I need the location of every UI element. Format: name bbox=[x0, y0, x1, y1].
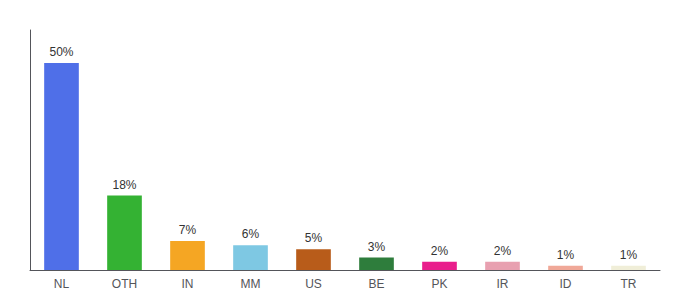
svg-text:7%: 7% bbox=[179, 223, 197, 237]
svg-text:NL: NL bbox=[54, 277, 70, 291]
svg-text:5%: 5% bbox=[305, 231, 323, 245]
svg-text:PK: PK bbox=[431, 277, 447, 291]
svg-text:2%: 2% bbox=[431, 244, 449, 258]
svg-text:18%: 18% bbox=[112, 178, 136, 192]
svg-text:US: US bbox=[305, 277, 322, 291]
svg-text:TR: TR bbox=[621, 277, 637, 291]
svg-text:IN: IN bbox=[182, 277, 194, 291]
svg-text:OTH: OTH bbox=[112, 277, 137, 291]
svg-text:6%: 6% bbox=[242, 227, 260, 241]
svg-text:3%: 3% bbox=[368, 240, 386, 254]
svg-text:BE: BE bbox=[368, 277, 384, 291]
svg-text:2%: 2% bbox=[494, 244, 512, 258]
svg-text:1%: 1% bbox=[557, 248, 575, 262]
svg-text:IR: IR bbox=[497, 277, 509, 291]
svg-text:50%: 50% bbox=[49, 45, 73, 59]
svg-text:MM: MM bbox=[241, 277, 261, 291]
svg-text:1%: 1% bbox=[620, 248, 638, 262]
svg-text:ID: ID bbox=[560, 277, 572, 291]
